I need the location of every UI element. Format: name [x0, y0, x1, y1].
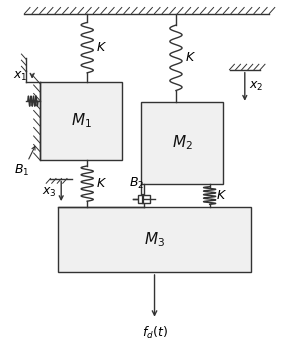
Text: $K$: $K$	[96, 41, 107, 54]
Text: $f_d(t)$: $f_d(t)$	[142, 325, 167, 340]
Text: $K$: $K$	[216, 189, 227, 202]
Text: $K$: $K$	[96, 177, 107, 190]
Text: $M_3$: $M_3$	[144, 231, 165, 249]
Text: $B_2$: $B_2$	[129, 176, 144, 191]
Text: $M_1$: $M_1$	[71, 112, 91, 130]
Text: $x_1$: $x_1$	[13, 70, 28, 83]
Bar	[138, 194, 150, 203]
Text: $B_1$: $B_1$	[14, 163, 29, 178]
Text: $x_3$: $x_3$	[42, 186, 57, 200]
Bar	[58, 207, 251, 272]
Text: $M_2$: $M_2$	[172, 133, 192, 152]
Text: $x_2$: $x_2$	[249, 80, 264, 93]
Text: $K$: $K$	[185, 51, 196, 64]
Bar	[40, 82, 122, 160]
Bar	[141, 102, 223, 184]
